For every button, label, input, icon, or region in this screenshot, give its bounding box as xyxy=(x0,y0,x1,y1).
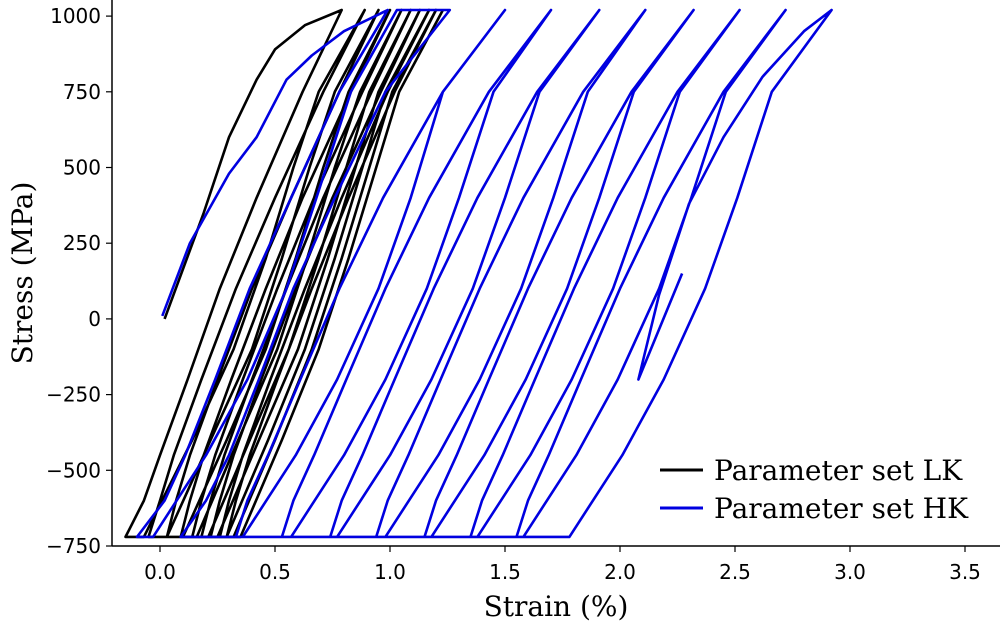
y-tick-label: 1000 xyxy=(50,4,101,28)
x-tick-label: 2.0 xyxy=(604,560,636,584)
x-tick-label: 0.0 xyxy=(144,560,176,584)
x-axis-label: Strain (%) xyxy=(484,590,629,623)
x-tick-label: 1.5 xyxy=(489,560,521,584)
tick-layer: 0.0 0.5 1.0 1.5 2.0 2.5 3.0 3.5 −750 −500 −250 0 250… xyxy=(46,4,981,584)
axes-layer xyxy=(111,0,1000,547)
series-layer xyxy=(124,8,833,539)
y-tick-label: 0 xyxy=(88,307,101,331)
y-tick-label: −750 xyxy=(46,534,101,558)
x-tick-label: 1.0 xyxy=(374,560,406,584)
legend-label-lk: Parameter set LK xyxy=(714,454,963,487)
x-tick-label: 2.5 xyxy=(719,560,751,584)
x-tick-label: 0.5 xyxy=(259,560,291,584)
y-axis-label: Stress (MPa) xyxy=(6,182,39,365)
legend: Parameter set LK Parameter set HK xyxy=(660,454,969,525)
y-tick-label: −500 xyxy=(46,458,101,482)
y-tick-label: −250 xyxy=(46,383,101,407)
series-line-hk xyxy=(135,8,833,539)
y-tick-label: 500 xyxy=(63,156,101,180)
legend-label-hk: Parameter set HK xyxy=(714,492,969,525)
series-line-lk xyxy=(124,8,445,539)
x-tick-label: 3.0 xyxy=(834,560,866,584)
y-tick-label: 750 xyxy=(63,80,101,104)
x-tick-label: 3.5 xyxy=(949,560,981,584)
y-tick-label: 250 xyxy=(63,231,101,255)
